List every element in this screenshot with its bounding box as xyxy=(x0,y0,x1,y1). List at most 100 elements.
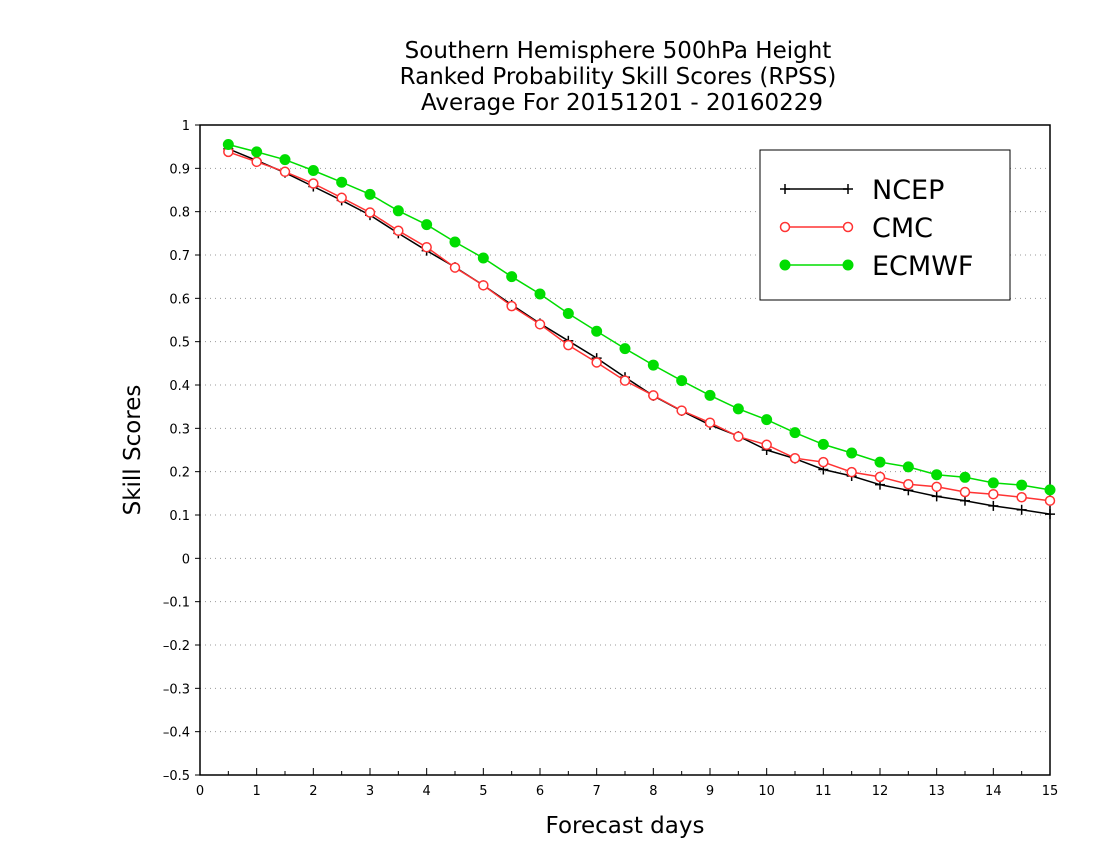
gridlines xyxy=(200,167,1050,733)
y-tick-label: –0.4 xyxy=(163,726,190,741)
series-ecmwf xyxy=(222,139,1056,496)
data-point-ecmwf xyxy=(307,165,319,176)
data-point-ecmwf xyxy=(902,461,914,473)
y-tick-label: 0 xyxy=(182,552,190,567)
data-point-ecmwf xyxy=(676,375,688,387)
data-point-cmc xyxy=(648,390,659,401)
data-series xyxy=(222,139,1056,520)
legend: NCEP CMC ECMWF xyxy=(759,149,1011,301)
x-tick-label: 6 xyxy=(536,784,544,799)
data-point-cmc xyxy=(506,300,517,312)
x-tick-label: 0 xyxy=(196,784,204,799)
data-point-ncep xyxy=(960,495,970,506)
data-point-cmc xyxy=(988,488,999,500)
y-tick-label: 0.4 xyxy=(169,379,190,394)
y-tick-label: –0.3 xyxy=(163,682,190,697)
data-point-cmc xyxy=(818,456,829,468)
x-axis-label: Forecast days xyxy=(546,813,705,839)
data-point-cmc xyxy=(733,431,744,442)
data-point-ecmwf xyxy=(732,403,744,415)
y-tick-label: 0.5 xyxy=(169,336,190,351)
data-point-ecmwf xyxy=(619,343,631,355)
data-point-ecmwf xyxy=(789,427,801,439)
data-point-cmc xyxy=(251,156,262,168)
legend-marker-ncep xyxy=(780,184,790,194)
y-tick-label: 0.9 xyxy=(169,162,190,177)
x-tick-label: 10 xyxy=(758,784,775,799)
x-tick-label: 9 xyxy=(706,784,714,799)
data-point-ecmwf xyxy=(449,236,461,248)
data-point-ecmwf xyxy=(591,325,603,337)
y-axis-ticks: –0.5 –0.4 –0.3 –0.2 –0.1 0 0.1 0.2 0.3 0.4 0.5 0.6 0… xyxy=(163,119,200,784)
y-tick-label: 0.2 xyxy=(169,466,190,481)
y-tick-label: –0.5 xyxy=(163,769,190,784)
y-tick-label: 1 xyxy=(182,119,190,134)
data-point-ecmwf xyxy=(704,389,716,401)
data-point-ncep xyxy=(988,500,999,511)
data-point-cmc xyxy=(959,486,971,498)
legend-item-ncep: NCEP xyxy=(780,175,944,206)
y-axis-label: Skill Scores xyxy=(120,385,146,516)
data-point-cmc xyxy=(1044,495,1056,506)
chart-title-line-1: Southern Hemisphere 500hPa Height xyxy=(405,38,832,64)
data-point-ecmwf xyxy=(562,308,574,319)
data-point-cmc xyxy=(478,280,489,291)
x-tick-label: 8 xyxy=(649,784,657,799)
data-point-cmc xyxy=(449,262,461,273)
legend-marker-cmc xyxy=(842,221,854,233)
data-point-ecmwf xyxy=(222,139,234,150)
data-point-cmc xyxy=(704,417,716,428)
data-point-cmc xyxy=(874,471,886,483)
data-point-ecmwf xyxy=(279,154,291,166)
data-point-cmc xyxy=(393,225,404,236)
x-axis-ticks: 0 1 2 3 4 5 6 7 8 9 10 11 12 13 14 15 xyxy=(196,768,1058,799)
data-point-ncep xyxy=(1045,509,1055,520)
legend-label-cmc: CMC xyxy=(872,213,933,244)
series-cmc xyxy=(223,146,1056,506)
data-point-cmc xyxy=(1016,491,1027,503)
data-point-cmc xyxy=(676,405,687,416)
legend-label-ncep: NCEP xyxy=(872,175,944,206)
data-point-cmc xyxy=(421,241,432,253)
data-point-ecmwf xyxy=(251,146,263,158)
data-point-cmc xyxy=(279,166,291,178)
chart-title: Southern Hemisphere 500hPa Height Ranked… xyxy=(400,38,837,116)
y-tick-label: 0.1 xyxy=(169,509,190,524)
x-tick-label: 11 xyxy=(815,784,832,799)
data-point-cmc xyxy=(308,178,319,189)
data-point-cmc xyxy=(846,466,857,478)
chart-title-line-3: Average For 20151201 - 20160229 xyxy=(421,90,823,116)
x-tick-label: 4 xyxy=(423,784,431,799)
y-tick-label: –0.1 xyxy=(163,596,190,611)
plot-area-frame xyxy=(199,124,1051,776)
data-point-ncep xyxy=(931,491,942,502)
legend-box xyxy=(759,149,1011,301)
legend-marker-cmc xyxy=(779,221,791,233)
legend-marker-ecmwf xyxy=(842,259,854,271)
legend-item-ecmwf: ECMWF xyxy=(779,251,973,282)
y-tick-label: –0.2 xyxy=(163,639,190,654)
data-point-ecmwf xyxy=(761,414,773,426)
x-tick-label: 7 xyxy=(593,784,601,799)
data-point-cmc xyxy=(336,192,347,204)
data-point-cmc xyxy=(591,357,602,368)
data-point-ecmwf xyxy=(959,471,971,483)
data-point-ecmwf xyxy=(846,447,858,459)
x-tick-label: 1 xyxy=(253,784,261,799)
y-tick-label: 0.3 xyxy=(169,422,190,437)
x-tick-label: 2 xyxy=(309,784,317,799)
data-point-cmc xyxy=(931,481,942,493)
data-point-ecmwf xyxy=(1016,479,1028,491)
x-tick-label: 15 xyxy=(1042,784,1059,799)
data-point-cmc xyxy=(563,339,574,351)
data-point-ecmwf xyxy=(647,359,659,371)
data-point-ecmwf xyxy=(336,176,348,188)
legend-label-ecmwf: ECMWF xyxy=(872,251,973,282)
data-point-ecmwf xyxy=(392,205,404,217)
x-tick-label: 5 xyxy=(479,784,487,799)
data-point-ecmwf xyxy=(506,271,518,283)
legend-item-cmc: CMC xyxy=(779,213,933,244)
data-point-cmc xyxy=(534,319,546,330)
y-tick-label: 0.8 xyxy=(169,206,190,221)
